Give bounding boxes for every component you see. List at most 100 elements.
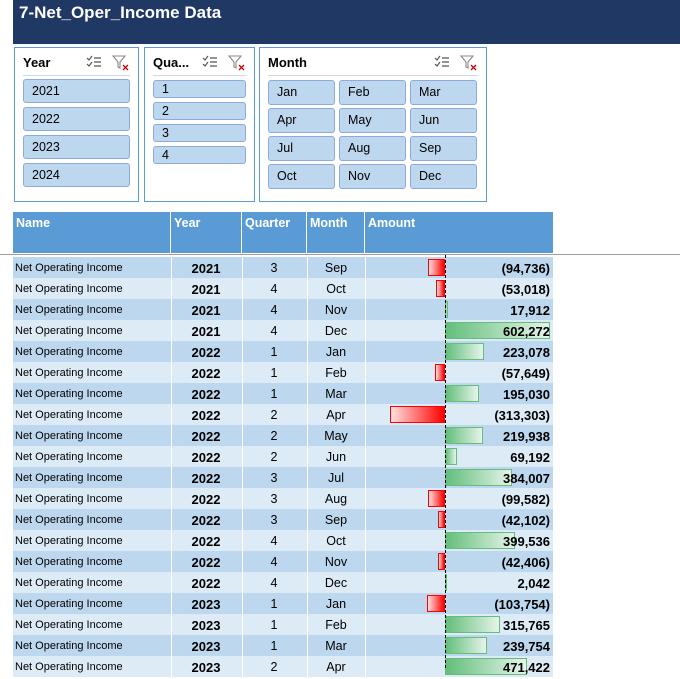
- name-cell[interactable]: Net Operating Income: [15, 304, 123, 316]
- quarter-cell[interactable]: 1: [270, 639, 278, 653]
- month-cell[interactable]: Oct: [326, 282, 346, 296]
- month-slicer-item[interactable]: Mar: [410, 80, 477, 105]
- year-cell[interactable]: 2021: [191, 303, 221, 318]
- header-year[interactable]: Year: [171, 212, 242, 253]
- amount-cell[interactable]: (94,736): [501, 261, 550, 276]
- month-cell[interactable]: Sep: [324, 513, 348, 527]
- year-cell[interactable]: 2021: [191, 261, 221, 276]
- header-quarter[interactable]: Quarter: [242, 212, 307, 253]
- name-cell[interactable]: Net Operating Income: [15, 283, 123, 295]
- year-slicer-item[interactable]: 2021: [23, 79, 130, 103]
- multi-select-icon[interactable]: [434, 55, 450, 71]
- month-cell[interactable]: Sep: [324, 261, 348, 275]
- name-cell[interactable]: Net Operating Income: [15, 661, 123, 673]
- year-cell[interactable]: 2023: [191, 597, 221, 612]
- month-cell[interactable]: Feb: [325, 366, 347, 380]
- month-slicer-item[interactable]: Dec: [410, 164, 477, 189]
- year-cell[interactable]: 2022: [191, 513, 221, 528]
- year-cell[interactable]: 2022: [191, 471, 221, 486]
- amount-cell[interactable]: 69,192: [510, 450, 550, 465]
- month-slicer-item[interactable]: May: [339, 108, 406, 133]
- month-cell[interactable]: May: [324, 429, 348, 443]
- quarter-slicer-item[interactable]: 1: [153, 80, 246, 98]
- month-slicer-item[interactable]: Jun: [410, 108, 477, 133]
- year-cell[interactable]: 2022: [191, 387, 221, 402]
- month-cell[interactable]: Feb: [325, 618, 347, 632]
- quarter-cell[interactable]: 1: [270, 345, 278, 359]
- amount-cell[interactable]: 223,078: [503, 345, 550, 360]
- year-cell[interactable]: 2022: [191, 450, 221, 465]
- multi-select-icon[interactable]: [86, 55, 102, 71]
- month-cell[interactable]: Apr: [326, 660, 346, 674]
- quarter-slicer-item[interactable]: 4: [153, 146, 246, 164]
- header-month[interactable]: Month: [307, 212, 365, 253]
- month-cell[interactable]: Mar: [325, 639, 347, 653]
- year-cell[interactable]: 2022: [191, 345, 221, 360]
- amount-cell[interactable]: 219,938: [503, 429, 550, 444]
- quarter-cell[interactable]: 2: [270, 660, 278, 674]
- year-cell[interactable]: 2021: [191, 282, 221, 297]
- quarter-cell[interactable]: 2: [270, 450, 278, 464]
- quarter-cell[interactable]: 2: [270, 429, 278, 443]
- quarter-slicer-item[interactable]: 3: [153, 124, 246, 142]
- header-amount[interactable]: Amount: [368, 216, 416, 230]
- amount-cell[interactable]: 2,042: [517, 576, 550, 591]
- name-cell[interactable]: Net Operating Income: [15, 514, 123, 526]
- year-cell[interactable]: 2023: [191, 660, 221, 675]
- amount-cell[interactable]: 315,765: [503, 618, 550, 633]
- month-slicer-item[interactable]: Feb: [339, 80, 406, 105]
- month-slicer-item[interactable]: Sep: [410, 136, 477, 161]
- month-slicer-item[interactable]: Aug: [339, 136, 406, 161]
- name-cell[interactable]: Net Operating Income: [15, 325, 123, 337]
- amount-cell[interactable]: (99,582): [501, 492, 550, 507]
- header-name[interactable]: Name: [13, 212, 171, 253]
- amount-cell[interactable]: 384,007: [503, 471, 550, 486]
- month-cell[interactable]: Nov: [324, 303, 348, 317]
- year-cell[interactable]: 2023: [191, 639, 221, 654]
- clear-filter-icon[interactable]: [460, 55, 478, 71]
- name-cell[interactable]: Net Operating Income: [15, 451, 123, 463]
- amount-cell[interactable]: 471,422: [503, 660, 550, 675]
- name-cell[interactable]: Net Operating Income: [15, 346, 123, 358]
- quarter-cell[interactable]: 3: [270, 471, 278, 485]
- name-cell[interactable]: Net Operating Income: [15, 262, 123, 274]
- amount-cell[interactable]: 17,912: [510, 303, 550, 318]
- month-cell[interactable]: Mar: [325, 387, 347, 401]
- quarter-cell[interactable]: 3: [270, 513, 278, 527]
- quarter-cell[interactable]: 4: [270, 303, 278, 317]
- clear-filter-icon[interactable]: [112, 55, 130, 71]
- quarter-cell[interactable]: 4: [270, 324, 278, 338]
- month-slicer-item[interactable]: Jul: [268, 136, 335, 161]
- quarter-cell[interactable]: 4: [270, 576, 278, 590]
- year-cell[interactable]: 2021: [191, 324, 221, 339]
- month-slicer-item[interactable]: Jan: [268, 80, 335, 105]
- amount-cell[interactable]: (42,102): [501, 513, 550, 528]
- month-slicer-item[interactable]: Nov: [339, 164, 406, 189]
- year-cell[interactable]: 2022: [191, 534, 221, 549]
- year-slicer-item[interactable]: 2024: [23, 163, 130, 187]
- quarter-cell[interactable]: 1: [270, 366, 278, 380]
- amount-cell[interactable]: 239,754: [503, 639, 550, 654]
- name-cell[interactable]: Net Operating Income: [15, 472, 123, 484]
- quarter-cell[interactable]: 2: [270, 408, 278, 422]
- quarter-slicer-item[interactable]: 2: [153, 102, 246, 120]
- month-cell[interactable]: Jan: [325, 345, 347, 359]
- amount-cell[interactable]: (103,754): [494, 597, 550, 612]
- amount-cell[interactable]: (57,649): [501, 366, 550, 381]
- quarter-cell[interactable]: 1: [270, 597, 278, 611]
- month-cell[interactable]: Jul: [328, 471, 344, 485]
- month-cell[interactable]: Nov: [324, 555, 348, 569]
- month-slicer-item[interactable]: Oct: [268, 164, 335, 189]
- year-slicer-item[interactable]: 2022: [23, 107, 130, 131]
- year-cell[interactable]: 2022: [191, 492, 221, 507]
- month-cell[interactable]: Jun: [325, 450, 347, 464]
- name-cell[interactable]: Net Operating Income: [15, 598, 123, 610]
- amount-cell[interactable]: (42,406): [501, 555, 550, 570]
- name-cell[interactable]: Net Operating Income: [15, 409, 123, 421]
- name-cell[interactable]: Net Operating Income: [15, 556, 123, 568]
- quarter-cell[interactable]: 1: [270, 387, 278, 401]
- amount-cell[interactable]: 602,272: [503, 324, 550, 339]
- year-cell[interactable]: 2023: [191, 618, 221, 633]
- quarter-cell[interactable]: 4: [270, 555, 278, 569]
- month-cell[interactable]: Oct: [326, 534, 346, 548]
